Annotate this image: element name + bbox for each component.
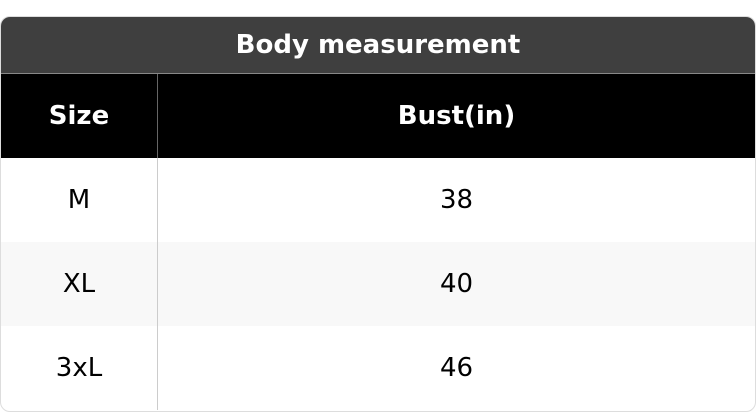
size-table: Body measurement Size Bust(in) M 38 XL 4… [0, 16, 756, 412]
table-row: M 38 [1, 158, 755, 242]
size-cell: 3xL [1, 326, 158, 410]
table-row: XL 40 [1, 242, 755, 326]
header-size: Size [1, 74, 158, 158]
table-row: 3xL 46 [1, 326, 755, 410]
bust-cell: 40 [439, 269, 474, 299]
header-row: Size Bust(in) [1, 74, 755, 158]
bust-cell: 38 [439, 185, 474, 215]
size-cell: M [1, 158, 158, 242]
header-bust: Bust(in) [397, 101, 516, 131]
size-cell: XL [1, 242, 158, 326]
table-title: Body measurement [1, 17, 755, 74]
bust-cell: 46 [439, 353, 474, 383]
